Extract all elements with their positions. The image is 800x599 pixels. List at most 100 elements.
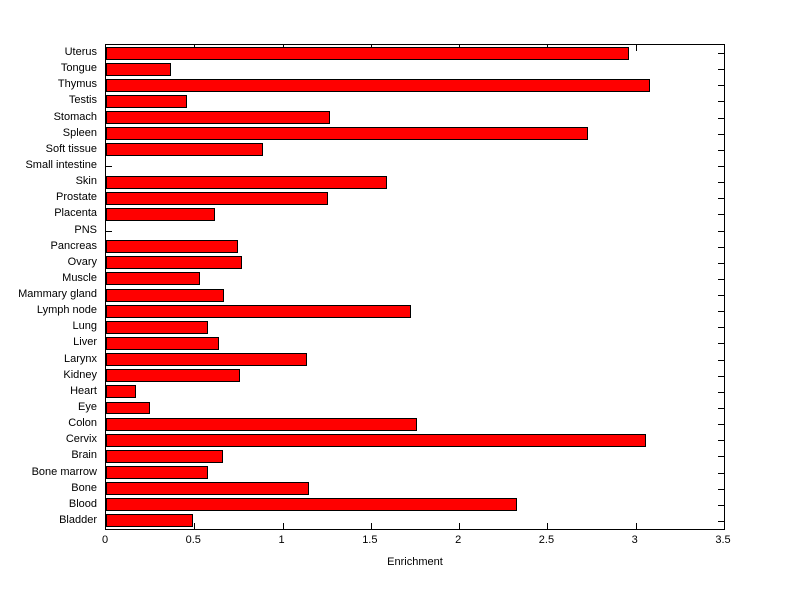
x-tick-label: 3 — [631, 534, 638, 546]
bar-lymph-node — [106, 304, 412, 318]
y-tick-right — [718, 247, 724, 248]
category-label: Bone — [71, 481, 97, 494]
category-label: Brain — [71, 449, 97, 462]
x-tick-label: 2 — [455, 534, 462, 546]
bar-testis — [106, 95, 188, 108]
bar-tongue — [106, 62, 172, 76]
y-tick-right — [718, 456, 724, 457]
bar-cervix — [106, 433, 647, 447]
x-tick-bottom — [547, 523, 548, 529]
category-label: Ovary — [67, 255, 97, 268]
y-tick-right — [718, 392, 724, 393]
y-tick-right — [718, 327, 724, 328]
y-tick-right — [718, 198, 724, 199]
y-tick-left — [106, 166, 112, 167]
category-label: Heart — [70, 384, 97, 397]
category-label: PNS — [74, 223, 97, 236]
y-tick-right — [718, 505, 724, 506]
x-tick-label: 3.5 — [715, 534, 731, 546]
bar-brain — [106, 449, 223, 463]
category-label: Thymus — [57, 78, 97, 91]
x-tick-label: 1 — [278, 534, 285, 546]
category-label: Lymph node — [36, 304, 97, 317]
category-label: Small intestine — [25, 159, 97, 171]
category-label: Stomach — [53, 110, 97, 123]
category-label: Bladder — [59, 513, 97, 526]
category-label: Blood — [68, 497, 97, 510]
bar-pancreas — [106, 240, 239, 254]
category-label: Spleen — [62, 126, 97, 139]
category-label: Tongue — [60, 62, 97, 75]
y-tick-right — [718, 489, 724, 490]
bar-larynx — [106, 353, 308, 367]
bar-blood — [106, 498, 518, 512]
y-tick-right — [718, 134, 724, 135]
bar-kidney — [106, 369, 241, 383]
y-tick-right — [718, 440, 724, 441]
bar-ovary — [106, 256, 242, 270]
category-label: Pancreas — [50, 239, 97, 252]
category-label: Testis — [68, 94, 97, 107]
y-tick-right — [718, 118, 724, 119]
y-tick-right — [718, 473, 724, 474]
y-tick-right — [718, 214, 724, 215]
y-tick-right — [718, 53, 724, 54]
bar-uterus — [106, 46, 629, 60]
y-tick-right — [718, 360, 724, 361]
y-axis-category-labels: Uterus Tongue Thymus Testis Stomach Spleen Sof… — [0, 44, 100, 528]
bar-skin — [106, 175, 387, 189]
y-tick-right — [718, 279, 724, 280]
bar-spleen — [106, 127, 589, 141]
category-label: Prostate — [56, 191, 97, 204]
bar-lung — [106, 320, 209, 334]
y-tick-right — [718, 311, 724, 312]
category-label: Soft tissue — [45, 142, 97, 155]
x-axis-tick-labels: 0 0.5 1 1.5 2 2.5 3 3.5 — [102, 534, 731, 550]
bar-bone-marrow — [106, 466, 209, 479]
y-tick-right — [718, 343, 724, 344]
y-tick-right — [718, 150, 724, 151]
bar-bladder — [106, 514, 193, 528]
bar-thymus — [106, 78, 650, 92]
y-tick-right — [718, 521, 724, 522]
category-label: Colon — [68, 417, 97, 430]
x-tick-top — [636, 45, 637, 51]
x-tick-bottom — [194, 523, 195, 529]
x-tick-bottom — [283, 523, 284, 529]
plot-area — [105, 44, 725, 530]
y-tick-right — [718, 101, 724, 102]
category-label: Larynx — [63, 352, 97, 365]
bar-colon — [106, 417, 417, 431]
category-label: Skin — [75, 175, 97, 188]
y-tick-right — [718, 424, 724, 425]
category-label: Mammary gland — [18, 288, 97, 301]
x-tick-bottom — [636, 523, 637, 529]
y-tick-right — [718, 85, 724, 86]
x-tick-bottom — [459, 523, 460, 529]
x-tick-label: 1.5 — [362, 534, 378, 546]
category-label: Kidney — [63, 368, 97, 381]
bar-soft-tissue — [106, 143, 264, 157]
category-label: Bone marrow — [31, 465, 97, 478]
x-tick-label: 0.5 — [185, 534, 201, 546]
x-axis-title: Enrichment — [387, 556, 443, 568]
category-label: Placenta — [54, 207, 97, 220]
category-label: Liver — [73, 336, 97, 349]
bar-eye — [106, 401, 151, 415]
y-tick-left — [106, 231, 112, 232]
bar-mammary-gland — [106, 288, 225, 302]
y-tick-right — [718, 182, 724, 183]
bar-bone — [106, 482, 310, 496]
x-tick-label: 0 — [101, 534, 109, 546]
y-tick-right — [718, 295, 724, 296]
category-label: Cervix — [65, 433, 97, 446]
bar-stomach — [106, 111, 331, 125]
x-tick-label: 2.5 — [538, 534, 555, 546]
y-tick-right — [718, 231, 724, 232]
y-tick-right — [718, 263, 724, 264]
bar-muscle — [106, 272, 200, 286]
y-tick-right — [718, 408, 724, 409]
x-tick-bottom — [371, 523, 372, 529]
y-tick-right — [718, 376, 724, 377]
